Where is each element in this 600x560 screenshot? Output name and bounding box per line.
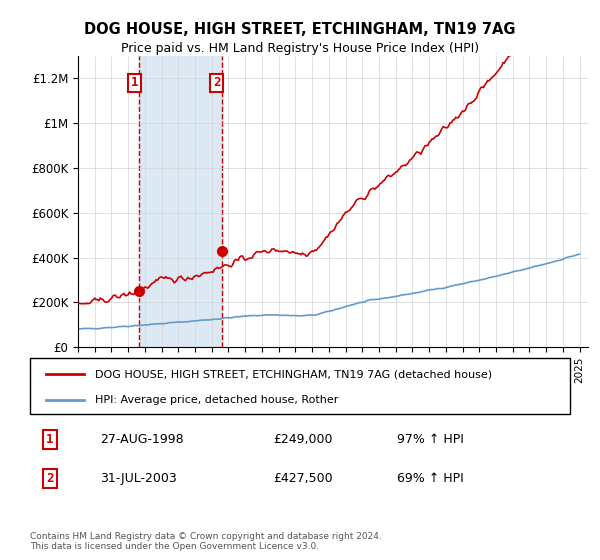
Text: 97% ↑ HPI: 97% ↑ HPI: [397, 433, 464, 446]
Text: 2: 2: [46, 472, 54, 485]
Bar: [139, 56, 221, 347]
Text: 2: 2: [213, 76, 220, 90]
Text: 69% ↑ HPI: 69% ↑ HPI: [397, 472, 464, 485]
FancyBboxPatch shape: [30, 358, 570, 414]
Text: HPI: Average price, detached house, Rother: HPI: Average price, detached house, Roth…: [95, 395, 338, 405]
Text: Contains HM Land Registry data © Crown copyright and database right 2024.
This d: Contains HM Land Registry data © Crown c…: [30, 532, 382, 552]
Text: Price paid vs. HM Land Registry's House Price Index (HPI): Price paid vs. HM Land Registry's House …: [121, 42, 479, 55]
Text: DOG HOUSE, HIGH STREET, ETCHINGHAM, TN19 7AG: DOG HOUSE, HIGH STREET, ETCHINGHAM, TN19…: [84, 22, 516, 38]
Text: 1: 1: [46, 433, 54, 446]
Text: 31-JUL-2003: 31-JUL-2003: [100, 472, 177, 485]
Text: DOG HOUSE, HIGH STREET, ETCHINGHAM, TN19 7AG (detached house): DOG HOUSE, HIGH STREET, ETCHINGHAM, TN19…: [95, 369, 492, 379]
Text: 27-AUG-1998: 27-AUG-1998: [100, 433, 184, 446]
Text: £427,500: £427,500: [273, 472, 332, 485]
Text: £249,000: £249,000: [273, 433, 332, 446]
Text: 1: 1: [131, 76, 138, 90]
